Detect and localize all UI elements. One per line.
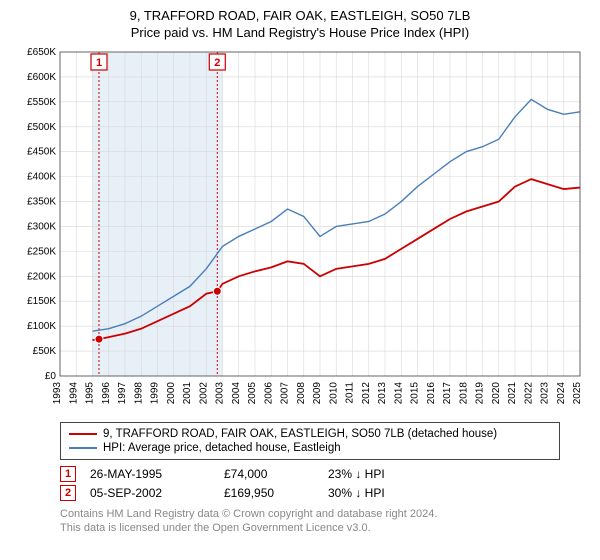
svg-text:£0: £0 — [45, 371, 57, 382]
svg-text:2007: 2007 — [280, 381, 291, 404]
footer-line-2: This data is licensed under the Open Gov… — [60, 521, 588, 535]
svg-text:2003: 2003 — [215, 381, 226, 404]
svg-text:£500K: £500K — [27, 122, 56, 133]
svg-text:1: 1 — [96, 57, 102, 69]
svg-text:2005: 2005 — [247, 381, 258, 404]
svg-text:£200K: £200K — [27, 271, 56, 282]
legend-label: HPI: Average price, detached house, East… — [103, 442, 341, 454]
svg-text:2022: 2022 — [523, 381, 534, 404]
svg-text:1998: 1998 — [133, 381, 144, 404]
svg-text:2016: 2016 — [426, 381, 437, 404]
title-line-1: 9, TRAFFORD ROAD, FAIR OAK, EASTLEIGH, S… — [12, 8, 588, 25]
chart-title: 9, TRAFFORD ROAD, FAIR OAK, EASTLEIGH, S… — [12, 8, 588, 42]
marker-delta: 23% ↓ HPI — [328, 467, 385, 481]
svg-text:1994: 1994 — [68, 381, 79, 404]
svg-text:2004: 2004 — [231, 381, 242, 404]
svg-text:2012: 2012 — [361, 381, 372, 404]
legend-item: 9, TRAFFORD ROAD, FAIR OAK, EASTLEIGH, S… — [69, 427, 551, 441]
chart-plot: £0 £50K £100K £150K £200K £250K £300K £350K £400… — [12, 46, 588, 414]
svg-text:1999: 1999 — [150, 381, 161, 404]
svg-text:£450K: £450K — [27, 146, 56, 157]
svg-text:£350K: £350K — [27, 196, 56, 207]
chart-svg: £0 £50K £100K £150K £200K £250K £300K £350K £400… — [12, 46, 588, 414]
svg-text:£150K: £150K — [27, 296, 56, 307]
svg-text:2009: 2009 — [312, 381, 323, 404]
svg-text:2001: 2001 — [182, 381, 193, 404]
svg-text:2017: 2017 — [442, 381, 453, 404]
svg-text:2019: 2019 — [475, 381, 486, 404]
legend: 9, TRAFFORD ROAD, FAIR OAK, EASTLEIGH, S… — [60, 422, 560, 460]
marker-delta: 30% ↓ HPI — [328, 486, 385, 500]
svg-text:2008: 2008 — [296, 381, 307, 404]
title-line-2: Price paid vs. HM Land Registry's House … — [12, 25, 588, 42]
svg-text:2006: 2006 — [263, 381, 274, 404]
legend-swatch — [69, 447, 97, 449]
legend-item: HPI: Average price, detached house, East… — [69, 441, 551, 455]
legend-swatch — [69, 433, 97, 435]
svg-text:2010: 2010 — [328, 381, 339, 404]
svg-text:2014: 2014 — [393, 381, 404, 404]
svg-text:2011: 2011 — [345, 381, 356, 403]
svg-text:1995: 1995 — [85, 381, 96, 404]
svg-text:2023: 2023 — [540, 381, 551, 404]
svg-text:2021: 2021 — [507, 381, 518, 404]
svg-text:2020: 2020 — [491, 381, 502, 404]
marker-price: £169,950 — [224, 486, 314, 500]
svg-text:2018: 2018 — [458, 381, 469, 404]
marker-number-box: 1 — [60, 466, 76, 482]
footer-attribution: Contains HM Land Registry data © Crown c… — [60, 507, 588, 536]
marker-row: 1 26-MAY-1995 £74,000 23% ↓ HPI — [60, 466, 588, 482]
svg-text:£300K: £300K — [27, 221, 56, 232]
svg-text:2015: 2015 — [410, 381, 421, 404]
svg-text:£600K: £600K — [27, 72, 56, 83]
marker-table: 1 26-MAY-1995 £74,000 23% ↓ HPI 2 05-SEP-2002… — [60, 466, 588, 501]
svg-text:2013: 2013 — [377, 381, 388, 404]
svg-text:£650K: £650K — [27, 47, 56, 58]
marker-number-box: 2 — [60, 485, 76, 501]
legend-label: 9, TRAFFORD ROAD, FAIR OAK, EASTLEIGH, S… — [103, 428, 497, 440]
svg-text:£250K: £250K — [27, 246, 56, 257]
footer-line-1: Contains HM Land Registry data © Crown c… — [60, 507, 588, 521]
svg-text:£550K: £550K — [27, 97, 56, 108]
svg-text:1997: 1997 — [117, 381, 128, 404]
svg-text:1996: 1996 — [101, 381, 112, 404]
marker-date: 05-SEP-2002 — [90, 486, 210, 500]
svg-text:2025: 2025 — [572, 381, 583, 404]
svg-text:£100K: £100K — [27, 321, 56, 332]
svg-text:2002: 2002 — [198, 381, 209, 404]
svg-text:1993: 1993 — [52, 381, 63, 404]
svg-text:2000: 2000 — [166, 381, 177, 404]
marker-row: 2 05-SEP-2002 £169,950 30% ↓ HPI — [60, 485, 588, 501]
svg-text:2: 2 — [214, 57, 220, 69]
svg-text:£50K: £50K — [33, 346, 57, 357]
svg-text:£400K: £400K — [27, 171, 56, 182]
svg-text:2024: 2024 — [556, 381, 567, 404]
marker-price: £74,000 — [224, 467, 314, 481]
marker-date: 26-MAY-1995 — [90, 467, 210, 481]
